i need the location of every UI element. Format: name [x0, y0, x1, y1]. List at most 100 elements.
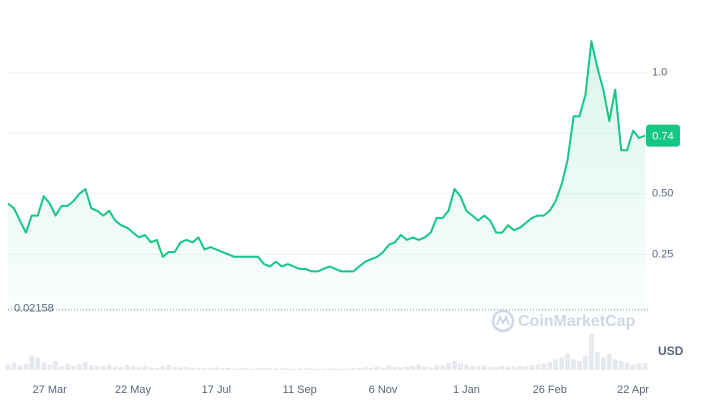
volume-bar — [118, 367, 124, 370]
x-tick-label: 22 May — [115, 384, 152, 396]
volume-bar — [469, 365, 475, 370]
y-tick-label: 1.0 — [652, 67, 667, 79]
volume-bar — [327, 368, 332, 370]
volume-bar — [142, 365, 148, 370]
volume-bar — [511, 366, 517, 370]
volume-bar — [446, 362, 451, 370]
volume-bar — [29, 355, 35, 370]
volume-bar — [380, 367, 386, 370]
volume-bar — [577, 361, 582, 370]
volume-bar — [309, 368, 314, 370]
volume-bar — [350, 367, 356, 370]
volume-bar — [285, 368, 291, 370]
volume-bar — [213, 367, 219, 370]
x-tick-label: 26 Feb — [533, 384, 567, 396]
volume-bar — [523, 366, 529, 370]
volume-bar — [428, 367, 434, 370]
volume-bar — [315, 368, 320, 370]
currency-label: USD — [658, 344, 684, 358]
x-tick-label: 27 Mar — [33, 384, 68, 396]
volume-bar — [196, 367, 201, 370]
volume-bar — [440, 365, 445, 370]
volume-bar — [529, 364, 535, 370]
volume-bar — [279, 368, 285, 370]
volume-bar — [362, 367, 368, 370]
volume-bar — [589, 334, 594, 370]
x-tick-label: 6 Nov — [369, 384, 398, 396]
volume-bar — [565, 353, 570, 370]
volume-bar — [559, 357, 565, 370]
volume-bar — [225, 367, 231, 370]
volume-bar — [219, 368, 225, 370]
volume-bar — [23, 363, 29, 370]
volume-bar — [71, 365, 76, 370]
volume-bar — [583, 355, 588, 370]
volume-bar — [547, 362, 553, 370]
volume-bar — [190, 367, 195, 370]
current-price-tag — [646, 124, 680, 147]
volume-bar — [112, 366, 118, 370]
volume-bar — [11, 362, 17, 370]
volume-bar — [291, 368, 297, 370]
volume-bar — [255, 368, 261, 370]
volume-bar — [434, 364, 440, 370]
volume-bar — [571, 359, 576, 370]
volume-bar — [88, 364, 94, 370]
volume-bar — [481, 365, 487, 370]
volume-bar — [83, 362, 88, 370]
x-tick-label: 1 Jan — [453, 384, 480, 396]
volume-bar — [321, 368, 326, 370]
volume-bar — [404, 366, 410, 370]
volume-bar — [493, 367, 499, 370]
volume-bar — [422, 366, 428, 370]
volume-bar — [344, 368, 350, 370]
volume-bar — [41, 362, 47, 370]
volume-bar — [267, 368, 273, 370]
volume-bar — [517, 366, 523, 370]
volume-bar — [65, 363, 70, 370]
volume-bar — [100, 365, 106, 370]
volume-bar — [297, 368, 303, 370]
volume-bar — [47, 364, 53, 370]
volume-bar — [136, 366, 142, 370]
volume-bar — [398, 367, 404, 370]
volume-bar — [612, 359, 618, 370]
volume-bar — [53, 361, 59, 370]
watermark: CoinMarketCap — [491, 309, 636, 333]
volume-bar — [124, 364, 130, 370]
volume-bar — [630, 364, 636, 370]
volume-bar — [17, 365, 23, 370]
volume-bar — [231, 368, 237, 370]
volume-bar — [386, 365, 392, 370]
volume-bar — [541, 363, 547, 370]
volume-bar — [249, 368, 255, 370]
volume-bar — [208, 367, 213, 370]
volume-bar — [636, 363, 642, 370]
volume-bar — [642, 362, 648, 370]
volume-bar — [553, 359, 559, 370]
volume-bar — [368, 367, 374, 370]
volume-bar — [273, 368, 279, 370]
volume-bar — [339, 368, 344, 370]
current-price-label: 0.74 — [652, 131, 673, 143]
volume-bar — [374, 366, 380, 370]
volume-bar — [148, 367, 154, 370]
volume-bar — [59, 366, 64, 370]
volume-bar — [594, 352, 600, 370]
volume-bar — [356, 368, 362, 370]
volume-bar — [333, 368, 338, 370]
volume-bar — [166, 364, 172, 370]
volume-bar — [505, 366, 511, 370]
volume-bar — [487, 366, 493, 370]
volume-bar — [160, 366, 166, 370]
volume-bar — [303, 368, 309, 370]
volume-bar — [499, 365, 505, 370]
volume-bar — [202, 368, 207, 370]
volume-bar — [624, 362, 630, 370]
volume-bar — [606, 353, 612, 370]
volume-bar — [5, 364, 11, 370]
volume-bar — [243, 367, 249, 370]
volume-bar — [154, 367, 160, 370]
x-tick-label: 22 Apr — [617, 384, 649, 396]
